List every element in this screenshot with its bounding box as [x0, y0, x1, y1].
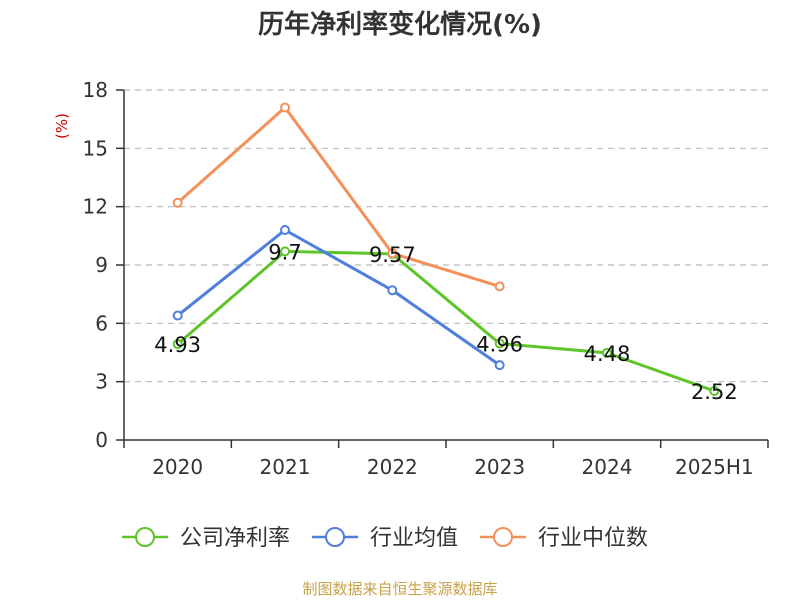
- x-tick-label: 2023: [474, 455, 525, 479]
- data-point[interactable]: [172, 310, 183, 321]
- legend-label: 行业均值: [370, 526, 458, 551]
- data-labels: 4.93 9.7 9.57 4.96 4.48 2.52: [154, 240, 737, 404]
- chart-title: 历年净利率变化情况(%): [258, 10, 542, 40]
- legend-item-2[interactable]: 行业中位数: [480, 526, 648, 551]
- x-tick-label: 2022: [367, 455, 418, 479]
- y-axis-unit-label: (%): [53, 113, 71, 139]
- x-tick-label: 2021: [260, 455, 311, 479]
- axes: 0 3 6 9 12 15 18 2020 2021 2022 2023 2024 2025H1: [83, 78, 769, 479]
- data-label: 4.96: [476, 333, 523, 357]
- y-tick-label: 3: [95, 370, 108, 394]
- data-point[interactable]: [709, 386, 720, 396]
- data-point[interactable]: [172, 197, 183, 208]
- data-point[interactable]: [494, 281, 505, 292]
- gridlines: [124, 89, 768, 383]
- data-label: 9.57: [369, 243, 416, 267]
- legend-item-1[interactable]: 行业均值: [312, 526, 458, 551]
- legend-label: 行业中位数: [538, 526, 648, 551]
- data-point[interactable]: [387, 285, 398, 296]
- legend[interactable]: 公司净利率 行业均值 行业中位数: [122, 526, 648, 551]
- series-line-1: [176, 228, 501, 367]
- legend-label: 公司净利率: [180, 526, 290, 551]
- data-point[interactable]: [172, 339, 183, 350]
- series-line-2: [176, 106, 501, 288]
- data-point[interactable]: [387, 248, 398, 259]
- data-point[interactable]: [280, 246, 290, 257]
- y-tick-label: 15: [83, 136, 108, 160]
- x-tick-label: 2020: [152, 455, 203, 479]
- data-point[interactable]: [280, 102, 290, 113]
- data-label: 4.93: [154, 333, 201, 357]
- legend-item-0[interactable]: 公司净利率: [122, 526, 290, 551]
- x-tick-label: 2024: [582, 455, 633, 479]
- legend-marker: [135, 527, 155, 547]
- data-label: 4.48: [584, 342, 631, 366]
- x-tick-label: 2025H1: [675, 455, 754, 479]
- data-label: 2.52: [691, 380, 738, 404]
- series-layer: [172, 102, 720, 396]
- y-tick-label: 0: [95, 428, 108, 452]
- data-point[interactable]: [280, 225, 290, 235]
- y-tick-label: 9: [95, 253, 108, 277]
- source-note: 制图数据来自恒生聚源数据库: [302, 580, 498, 598]
- y-tick-label: 6: [95, 311, 108, 335]
- legend-marker: [325, 527, 346, 547]
- y-tick-label: 18: [83, 78, 108, 102]
- series-line-0: [176, 249, 715, 393]
- data-point[interactable]: [494, 338, 505, 349]
- data-label: 9.7: [268, 240, 301, 264]
- data-point[interactable]: [602, 347, 612, 358]
- data-point[interactable]: [494, 360, 505, 371]
- y-tick-label: 12: [83, 195, 108, 219]
- legend-marker: [493, 527, 514, 547]
